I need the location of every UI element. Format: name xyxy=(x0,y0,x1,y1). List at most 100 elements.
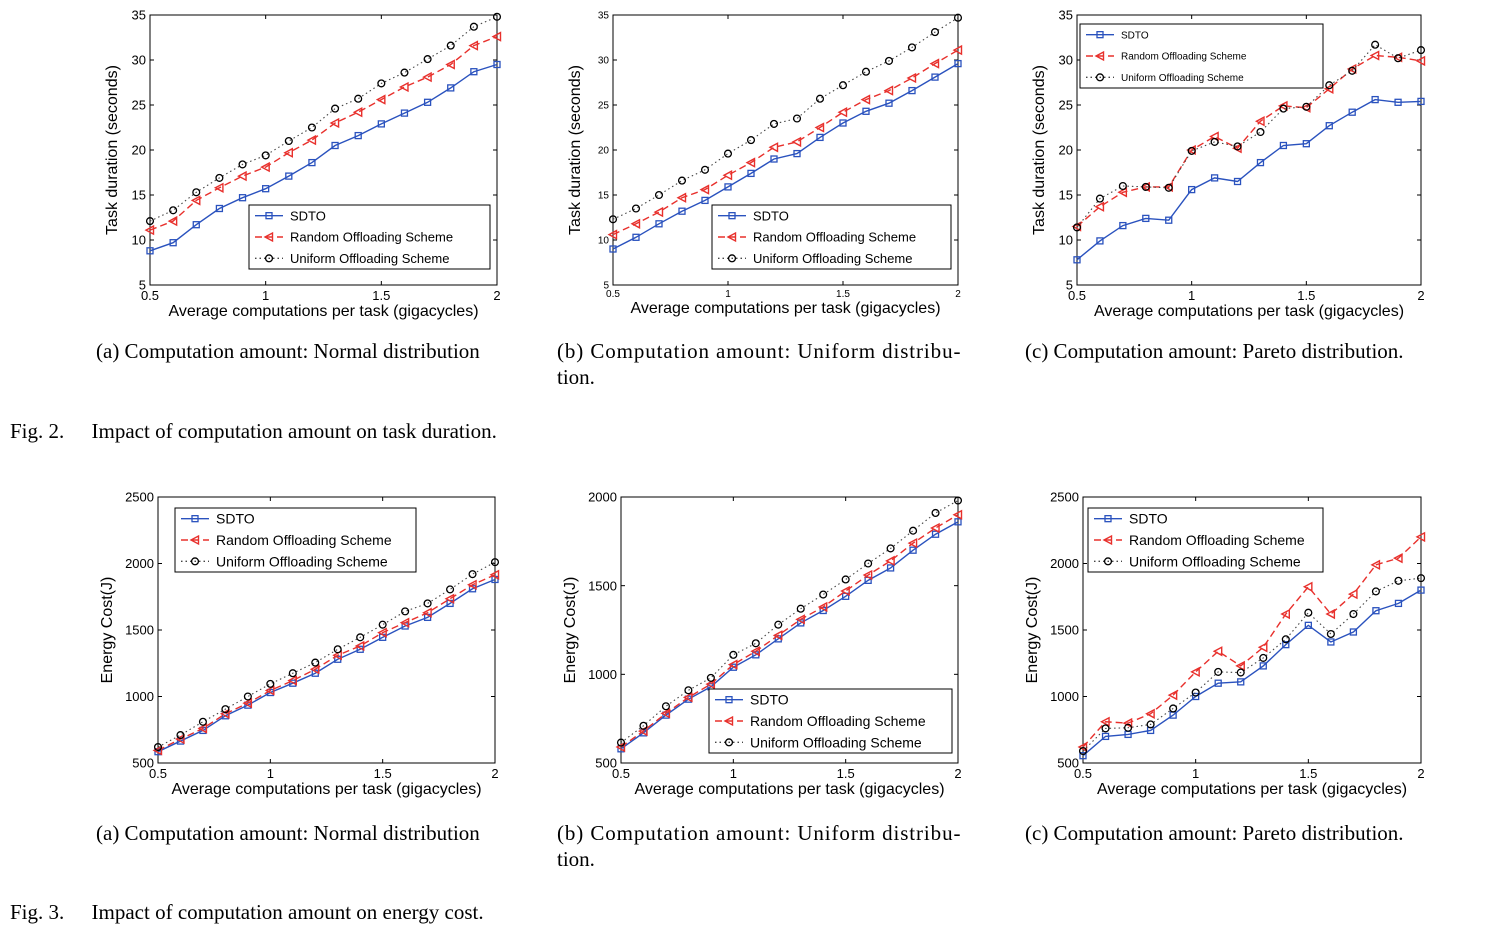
series-line xyxy=(149,63,498,252)
data-point xyxy=(1415,531,1426,543)
legend-entry: SDTO xyxy=(1121,30,1149,41)
data-point xyxy=(1254,116,1265,127)
x-tick-label: 0.5 xyxy=(612,766,630,781)
data-point xyxy=(1327,638,1335,646)
subcaption-line: (b) Computation amount: Uniform distribu… xyxy=(557,821,962,845)
subcaption-line: (a) Computation amount: Normal distribut… xyxy=(96,339,480,363)
data-point xyxy=(237,170,247,182)
data-point xyxy=(1236,668,1245,677)
data-point xyxy=(1165,216,1173,224)
data-point xyxy=(706,673,715,682)
series-1 xyxy=(609,59,962,253)
legend-box xyxy=(174,507,417,573)
data-point xyxy=(769,119,779,128)
data-point xyxy=(1259,653,1268,662)
data-point xyxy=(1371,40,1380,49)
legend-marker xyxy=(723,715,734,727)
legend-entry: SDTO xyxy=(1129,511,1168,527)
data-point xyxy=(931,530,940,538)
data-point xyxy=(1257,642,1268,653)
data-point xyxy=(653,206,664,218)
data-point xyxy=(1164,183,1173,192)
data-point xyxy=(1302,581,1313,592)
data-point xyxy=(747,169,755,178)
data-point xyxy=(909,546,917,554)
data-point xyxy=(727,659,738,670)
data-point xyxy=(192,188,201,197)
x-tick-label: 1 xyxy=(725,289,731,300)
series-line xyxy=(157,574,496,751)
data-point xyxy=(1323,83,1334,94)
data-point xyxy=(354,94,363,103)
legend-marker xyxy=(1103,557,1113,566)
data-point xyxy=(174,733,185,745)
data-point xyxy=(1072,223,1082,232)
data-point xyxy=(953,13,963,22)
y-tick-label: 10 xyxy=(1059,233,1073,248)
y-tick-label: 30 xyxy=(132,53,146,68)
data-point xyxy=(468,40,479,51)
data-point xyxy=(262,185,270,193)
data-point xyxy=(700,165,710,174)
data-point xyxy=(377,627,387,638)
data-point xyxy=(1277,100,1288,112)
series-line xyxy=(612,17,959,220)
legend-box xyxy=(1087,507,1324,573)
data-point xyxy=(213,182,224,193)
data-point xyxy=(1280,608,1291,620)
data-point xyxy=(1191,688,1200,697)
data-point xyxy=(306,134,317,146)
x-tick-label: 2 xyxy=(1417,288,1424,303)
legend-entry: Random Offloading Scheme xyxy=(753,230,916,245)
series-line xyxy=(612,62,959,250)
data-point xyxy=(283,147,293,158)
data-point xyxy=(906,72,917,84)
data-point xyxy=(1256,127,1265,137)
data-point xyxy=(655,220,663,228)
data-point xyxy=(632,233,640,241)
y-tick-label: 20 xyxy=(1059,143,1073,158)
data-point xyxy=(167,215,178,227)
data-point xyxy=(444,593,455,604)
data-point xyxy=(146,247,154,255)
data-point xyxy=(176,731,185,740)
data-point xyxy=(774,620,783,629)
y-tick-label: 2000 xyxy=(588,490,617,505)
data-point xyxy=(745,157,756,168)
series-line xyxy=(157,561,496,748)
data-point xyxy=(1417,586,1425,594)
data-point xyxy=(631,204,641,213)
data-point xyxy=(1369,50,1380,61)
data-point xyxy=(331,104,340,113)
legend-marker xyxy=(725,696,733,704)
legend-marker xyxy=(1094,50,1105,62)
data-point xyxy=(791,136,802,148)
data-point xyxy=(639,721,648,730)
data-point xyxy=(467,579,477,590)
figure-label: Fig. 2. xyxy=(10,419,65,443)
data-point xyxy=(215,204,224,213)
data-point xyxy=(1370,559,1381,570)
data-point xyxy=(446,585,455,594)
series-line xyxy=(149,35,498,231)
x-axis-label: Average computations per task (gigacycle… xyxy=(634,781,944,798)
y-tick-label: 35 xyxy=(1059,8,1073,23)
data-point xyxy=(198,717,207,726)
legend-entry: Uniform Offloading Scheme xyxy=(1129,553,1301,569)
data-point xyxy=(492,12,502,21)
data-point xyxy=(705,678,716,690)
series-1 xyxy=(1073,95,1425,264)
series-line xyxy=(1076,98,1422,261)
x-tick-label: 2 xyxy=(493,288,500,303)
data-point xyxy=(285,172,293,180)
x-axis-label: Average computations per task (gigacycle… xyxy=(630,300,940,317)
data-point xyxy=(356,633,365,642)
data-point xyxy=(422,607,432,618)
series-1 xyxy=(1079,586,1425,760)
y-tick-label: 2500 xyxy=(1050,490,1079,505)
data-point xyxy=(1210,174,1219,182)
data-point xyxy=(1256,158,1265,167)
data-point xyxy=(931,508,940,518)
data-point xyxy=(701,196,709,205)
